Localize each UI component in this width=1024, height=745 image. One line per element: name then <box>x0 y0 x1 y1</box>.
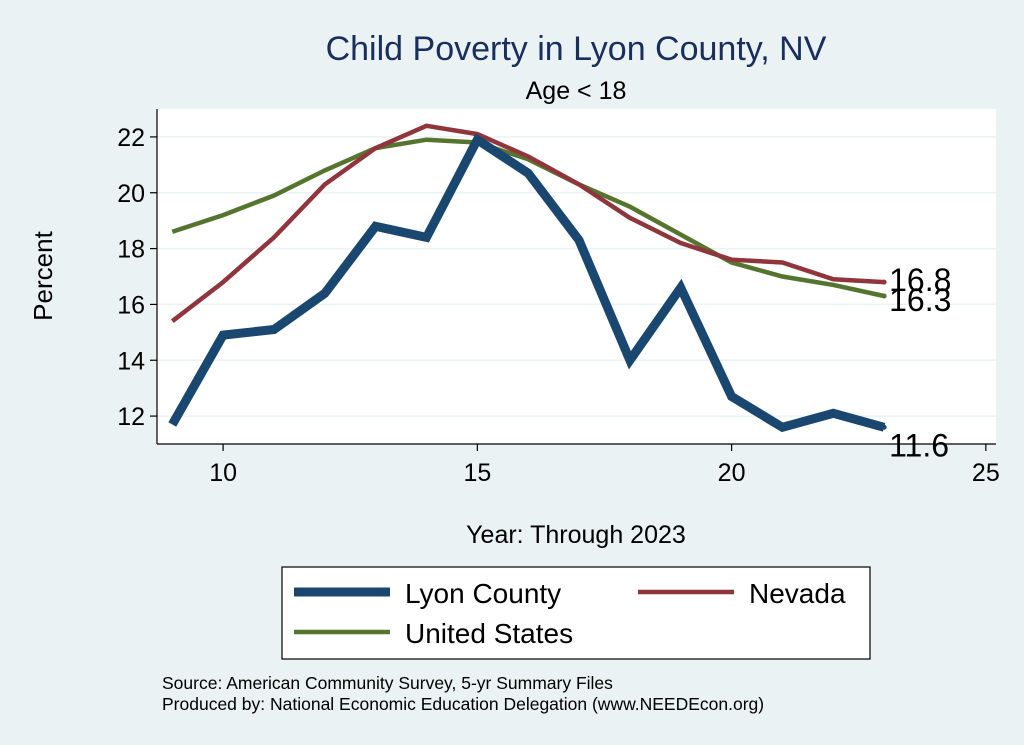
plot-area <box>157 109 996 444</box>
series-end-label: 16.8 <box>889 262 951 298</box>
grid-lines <box>157 136 996 417</box>
chart-subtitle: Age < 18 <box>526 77 627 105</box>
y-axis-label: Percent <box>28 230 58 320</box>
x-tick-label: 10 <box>209 459 237 487</box>
footer-produced-by: Produced by: National Economic Education… <box>162 694 764 714</box>
series-end-point <box>881 424 887 430</box>
x-axis-label: Year: Through 2023 <box>466 521 686 549</box>
x-tick-label: 15 <box>463 459 491 487</box>
series-end-point <box>881 279 887 285</box>
x-tick-label: 25 <box>972 459 1000 487</box>
chart-title: Child Poverty in Lyon County, NV <box>326 30 827 68</box>
legend-label: Nevada <box>749 578 846 609</box>
series-line-united-states <box>171 137 885 299</box>
end-labels: 11.6 16.816.3 <box>881 262 951 463</box>
series-end-point <box>881 293 887 299</box>
legend: Lyon County Nevada United States <box>281 566 871 660</box>
legend-box <box>281 566 871 660</box>
series-line-lyon-county <box>168 133 886 433</box>
y-tick-label: 12 <box>117 403 145 431</box>
y-tick-label: 14 <box>117 347 145 375</box>
legend-label: United States <box>405 618 573 649</box>
x-tick-label: 20 <box>718 459 746 487</box>
y-tick-label: 20 <box>117 180 145 208</box>
y-tick-label: 18 <box>117 236 145 264</box>
series-end-label: 11.6 <box>889 427 949 463</box>
axes: 12 14 16 18 20 22 10 15 20 25 <box>117 109 1000 487</box>
legend-label: Lyon County <box>405 578 561 609</box>
series-end-label: 16.3 <box>889 282 951 318</box>
series-lines <box>168 123 886 433</box>
y-tick-label: 22 <box>117 124 145 152</box>
y-tick-label: 16 <box>117 291 145 319</box>
series-line-nevada <box>170 123 885 323</box>
footer-source: Source: American Community Survey, 5-yr … <box>162 673 613 693</box>
